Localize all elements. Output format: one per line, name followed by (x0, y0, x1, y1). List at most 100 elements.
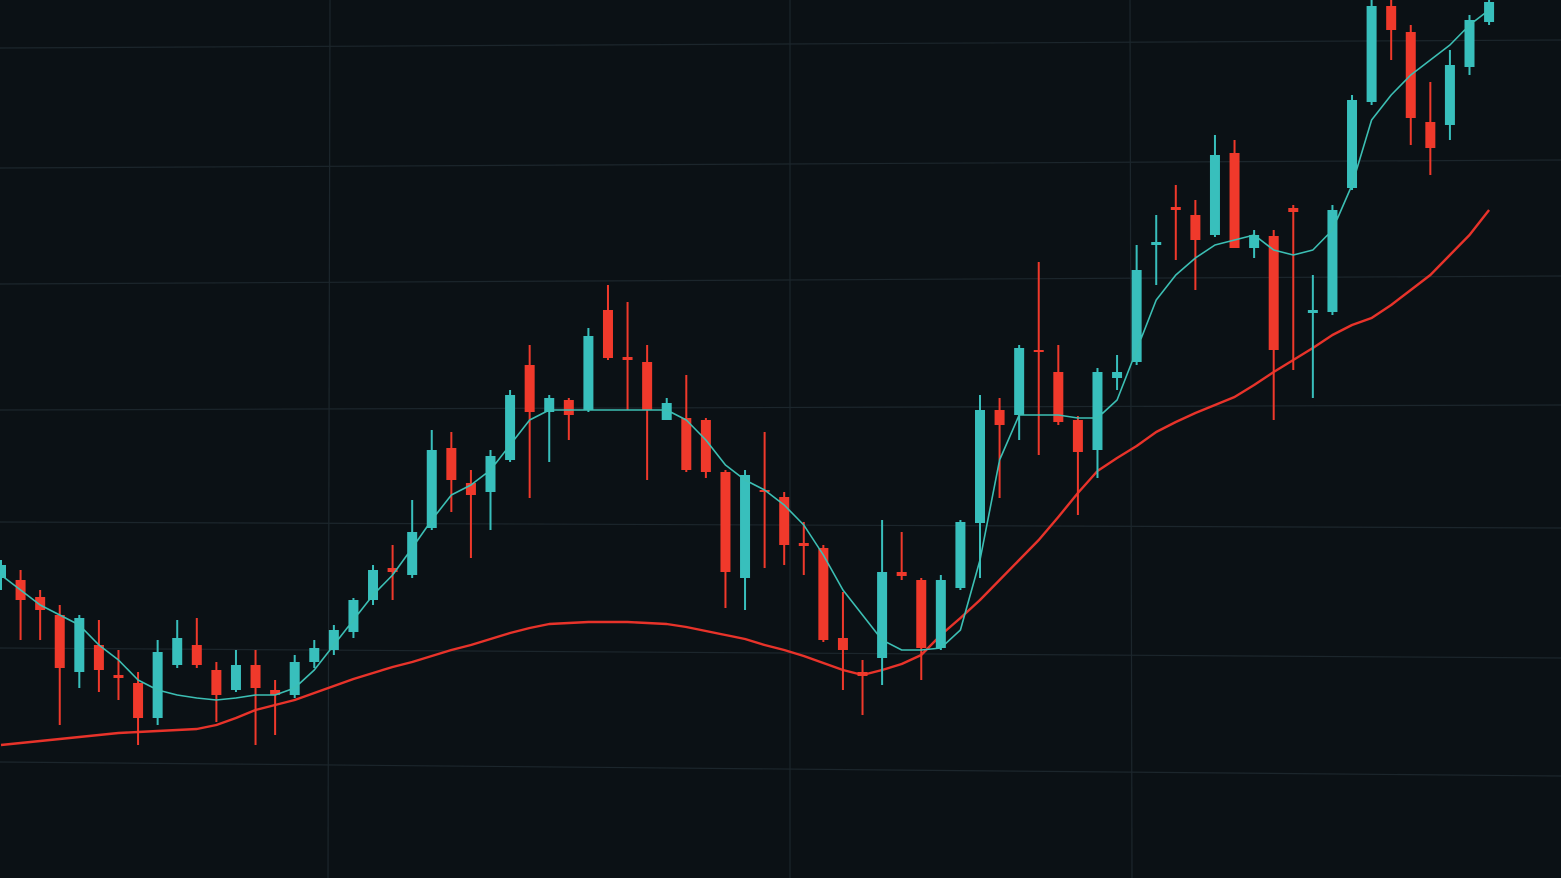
candle (250, 650, 261, 745)
candle (935, 575, 946, 650)
grid-line (0, 761, 1561, 777)
candle-body (524, 365, 535, 412)
grid-line (0, 404, 1561, 411)
candle-body (446, 448, 457, 480)
candle-body (544, 398, 555, 412)
candle (681, 375, 692, 472)
candle (622, 302, 633, 410)
candle-body (1307, 310, 1318, 313)
candle (1484, 0, 1495, 25)
candle-body (975, 410, 985, 523)
candle-body (1288, 208, 1299, 212)
candle (1425, 82, 1436, 175)
candle (1229, 140, 1240, 248)
candle-body (426, 450, 437, 528)
candle-body (602, 310, 613, 358)
candle-body (1327, 210, 1338, 312)
candle-body (857, 672, 868, 676)
candle-body (191, 645, 202, 665)
candle (1170, 185, 1181, 260)
candle (485, 450, 496, 530)
grid-line (1129, 0, 1133, 878)
candle (230, 650, 241, 692)
candle-body (955, 522, 966, 588)
candle (916, 578, 927, 680)
candle-body (896, 572, 907, 576)
candle-body (1092, 372, 1103, 450)
candle-body (1170, 207, 1181, 210)
grid-line (0, 647, 1561, 659)
candle-body (54, 615, 65, 668)
candle-body (1268, 236, 1279, 350)
candle-body (35, 597, 46, 610)
candle-body (994, 410, 1005, 425)
candle-body (93, 645, 104, 670)
candle-body (1033, 350, 1044, 352)
candle-body (1131, 270, 1142, 362)
candle-body (877, 572, 888, 658)
candle (955, 520, 966, 590)
candle-body (798, 543, 809, 546)
candle (1209, 135, 1220, 237)
candle (798, 522, 809, 575)
candle-body (1112, 372, 1123, 378)
candle (563, 398, 574, 440)
candle-body (1229, 153, 1240, 248)
candle (407, 500, 418, 578)
candle (1268, 230, 1279, 420)
candle (1190, 200, 1201, 290)
candle (661, 398, 672, 420)
candle-body (779, 497, 790, 545)
candle (54, 605, 65, 725)
candle-body (935, 580, 946, 648)
candle-body (74, 618, 85, 672)
candle-body (505, 395, 516, 460)
candle (309, 640, 320, 668)
candle (1405, 25, 1416, 145)
candle (1033, 262, 1044, 455)
candle (505, 390, 516, 462)
candle-body (1484, 2, 1495, 22)
candle (1131, 245, 1142, 365)
candle (1307, 275, 1318, 398)
candle (270, 680, 281, 735)
candle-body (1053, 372, 1064, 422)
moving-average-line (0, 9, 1490, 701)
candle (1151, 215, 1162, 285)
candle (759, 432, 770, 568)
candle (368, 565, 379, 605)
candle-body (916, 580, 927, 648)
candle (1072, 416, 1083, 515)
candle (1327, 205, 1338, 315)
candle-body (152, 652, 163, 718)
candle (524, 345, 535, 498)
grid-line (0, 39, 1561, 49)
candle-body (720, 472, 731, 572)
candle (642, 345, 653, 480)
candle-body (1444, 65, 1455, 125)
candle-body (818, 548, 829, 640)
moving-averages (0, 209, 1491, 747)
candle-body (309, 648, 320, 662)
candle-body (1151, 242, 1162, 245)
candle-body (113, 675, 124, 678)
candle-body (1464, 20, 1475, 67)
moving-average-line (0, 209, 1491, 747)
candle (1288, 205, 1299, 370)
candle (975, 395, 985, 578)
candle (700, 418, 711, 478)
candle-body (250, 665, 261, 688)
candle (191, 618, 202, 668)
candle (113, 650, 124, 700)
candle-body (740, 475, 751, 578)
candles (0, 0, 1495, 745)
candle-body (642, 362, 653, 410)
candle (1053, 345, 1064, 425)
candle-body (289, 662, 300, 695)
candle (1347, 95, 1358, 190)
candle-body (465, 483, 476, 495)
candle-body (1072, 420, 1083, 452)
candle (328, 625, 339, 655)
candle-body (133, 683, 144, 718)
